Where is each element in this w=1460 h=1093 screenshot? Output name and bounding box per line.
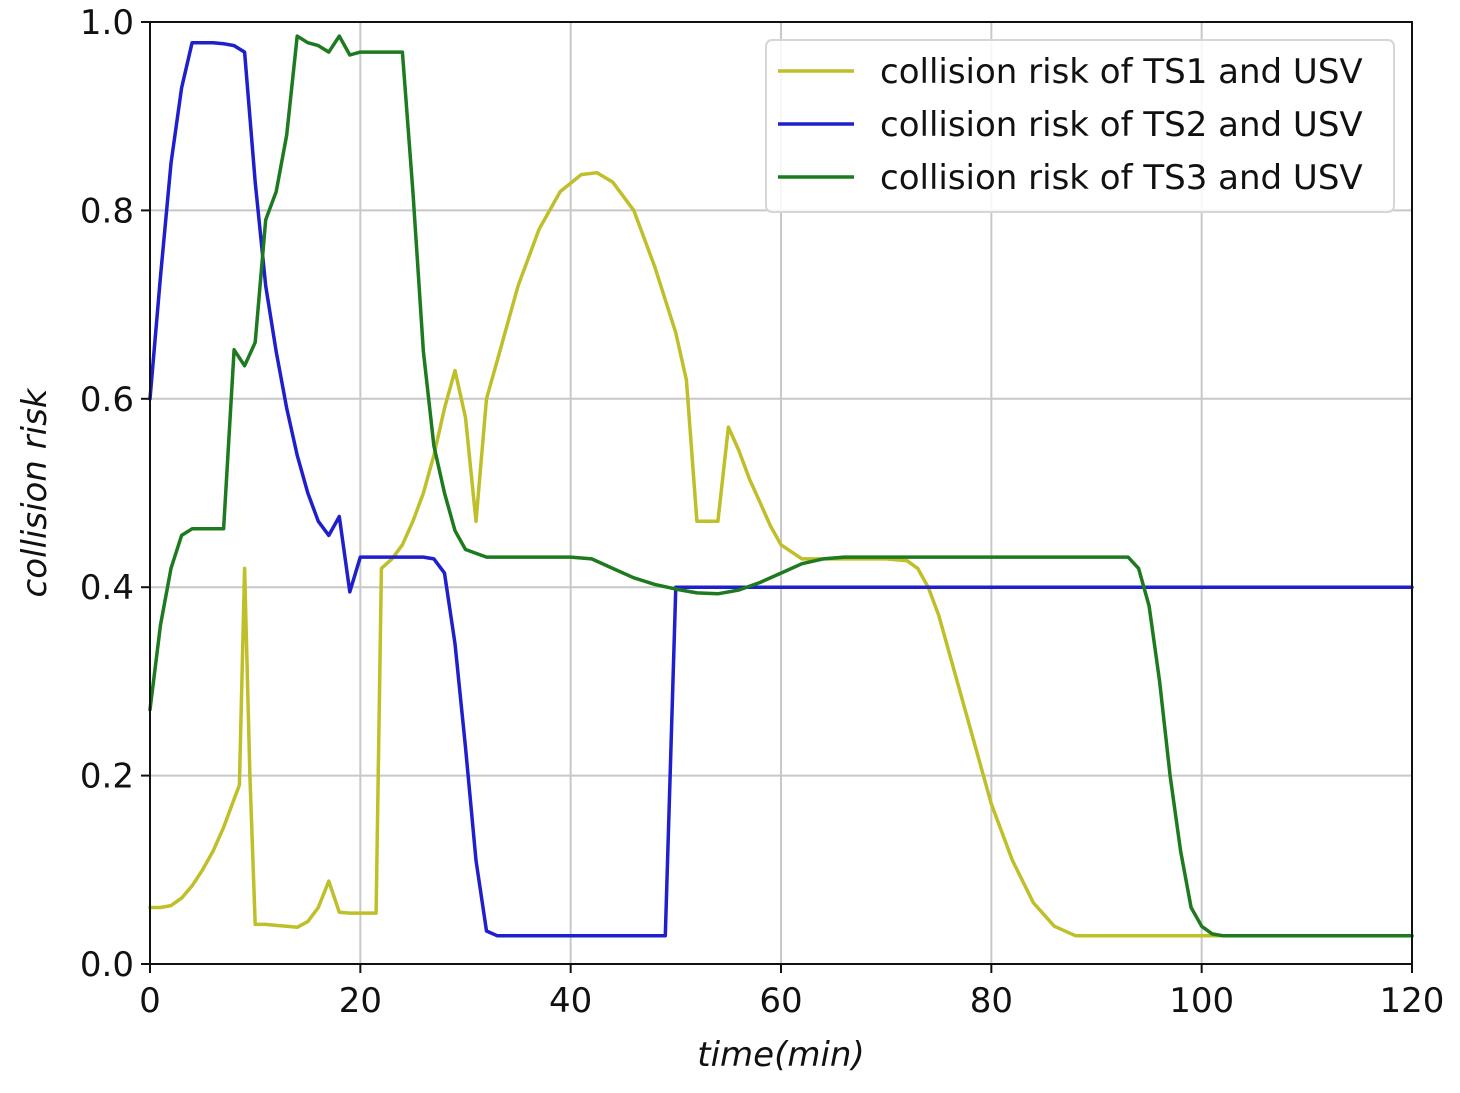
axis-ticks: 0 20 40 60 80 100 120 0.0 0.2 0.4 0.6 0.8 1.0 <box>80 3 1445 1021</box>
y-tick-label: 0.2 <box>80 757 134 797</box>
legend: collision risk of TS1 and USV collision r… <box>765 39 1395 213</box>
legend-label-ts2: collision risk of TS2 and USV <box>880 105 1363 145</box>
legend-box <box>765 39 1395 213</box>
series-line-ts1 <box>148 170 1414 938</box>
x-axis-label: time(min) <box>697 1035 864 1075</box>
x-tick-label: 80 <box>970 981 1013 1021</box>
x-tick-label: 100 <box>1169 981 1234 1021</box>
legend-label-ts3: collision risk of TS3 and USV <box>880 158 1363 198</box>
series-lines <box>148 34 1414 938</box>
x-tick-label: 40 <box>549 981 592 1021</box>
y-tick-label: 0.0 <box>80 945 134 985</box>
legend-label-ts1: collision risk of TS1 and USV <box>880 52 1363 92</box>
y-tick-label: 0.8 <box>80 191 134 231</box>
x-tick-label: 20 <box>339 981 382 1021</box>
y-tick-label: 0.4 <box>80 568 134 608</box>
x-tick-label: 120 <box>1380 981 1445 1021</box>
x-tick-label: 60 <box>759 981 802 1021</box>
y-tick-label: 1.0 <box>80 3 134 43</box>
series-line-ts2 <box>148 40 1414 938</box>
x-tick-label: 0 <box>139 981 161 1021</box>
y-axis-label: collision risk <box>15 387 55 597</box>
series-line-ts3 <box>148 34 1414 938</box>
y-tick-label: 0.6 <box>80 380 134 420</box>
